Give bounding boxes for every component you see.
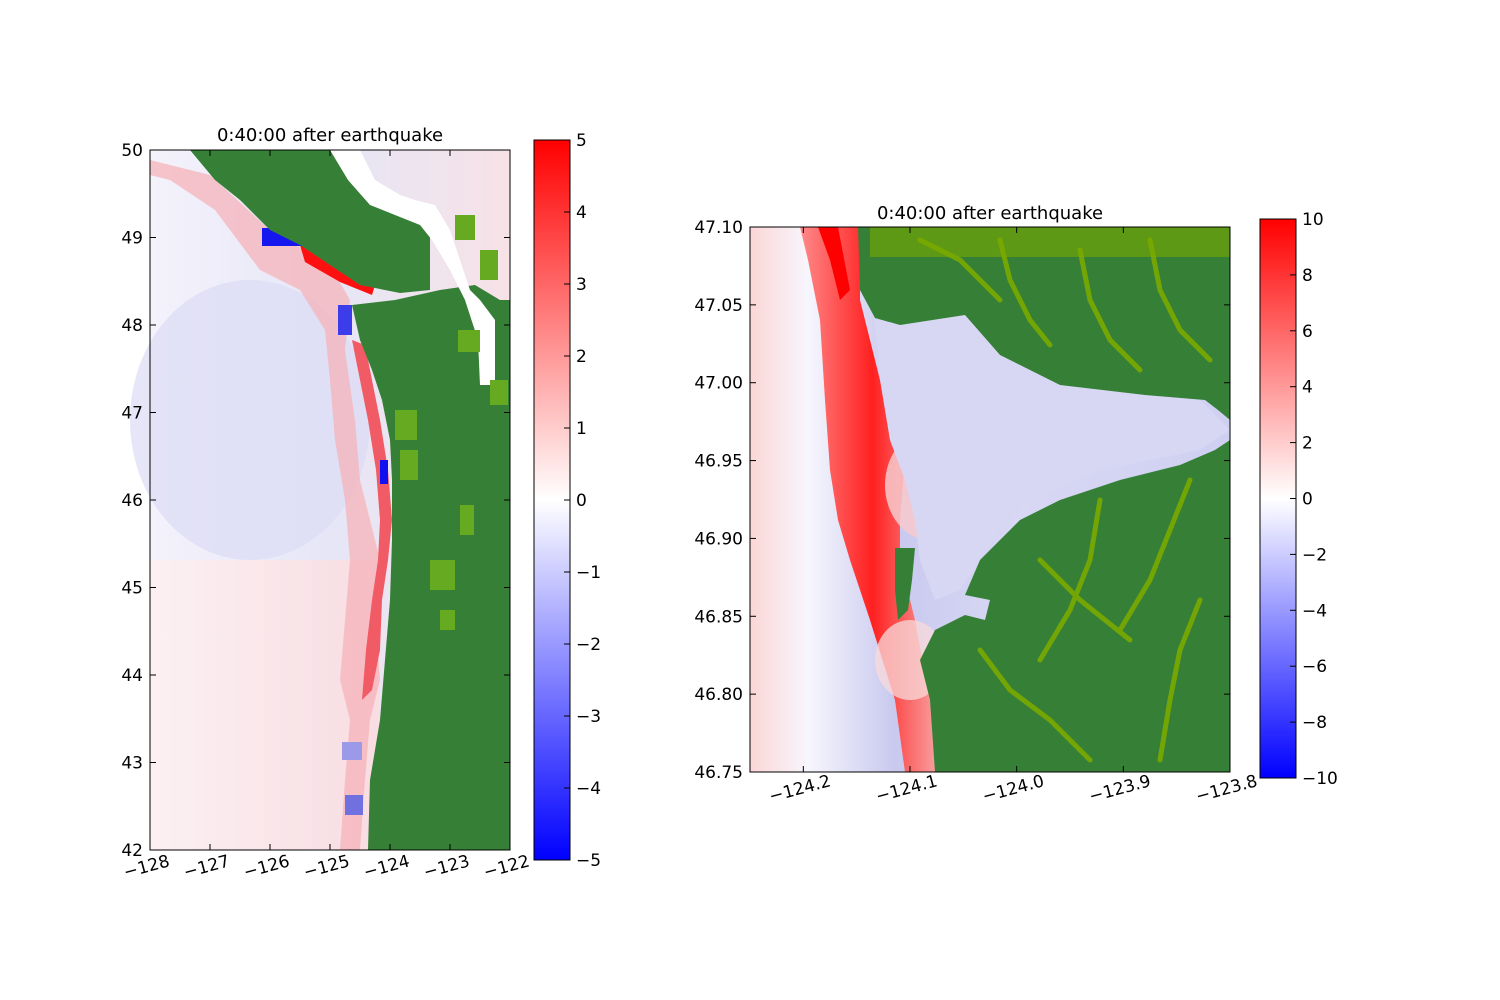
right-y-tick-label: 46.85 [694,607,743,627]
right-colorbar-tick-label: −10 [1302,769,1338,789]
left-colorbar-tick-label: 1 [576,419,587,439]
right-colorbar-tick-label: 6 [1302,322,1313,342]
left-y-tick-label: 44 [121,666,143,686]
left-map-panel: −128 −127 −126 −125 −124 −123 −122 42434445464… [121,125,601,883]
right-x-tick-label: −124.1 [874,771,940,807]
right-colorbar-tick-label: −8 [1302,713,1327,733]
right-y-tick-label: 46.75 [694,763,743,783]
left-y-tick-label: 42 [121,841,143,861]
left-colorbar-tick-label: 5 [576,131,587,151]
right-peak-wave-band [818,227,850,300]
left-x-tick-label: −126 [242,851,292,882]
left-x-tick-label: −124 [362,851,412,882]
left-colorbar-tick-label: 3 [576,275,587,295]
left-land-mainland [352,150,510,850]
right-plot-frame [749,226,1231,773]
right-colorbar-tick-label: 2 [1302,434,1313,454]
left-y-tick-label: 47 [121,404,143,424]
left-lowland-patches [395,215,508,630]
right-lowland-belt [870,227,1230,257]
right-y-tick-label: 47.05 [694,296,743,316]
left-y-tick-label: 48 [121,316,143,336]
left-colorbar-tick-label: −5 [576,851,601,871]
left-negative-dome [130,280,370,560]
left-land-vancouver-island [190,150,430,293]
right-land-north [858,227,1230,420]
left-colorbar-tick-label: 4 [576,203,587,223]
left-blue-patch-south [342,742,362,760]
left-blue-patch-coast [380,460,388,484]
right-colorbar-tick-label: 4 [1302,378,1313,398]
right-y-tick-label: 46.80 [694,685,743,705]
left-colorbar-tick-label: −3 [576,707,601,727]
right-y-tick-label: 47.00 [694,374,743,394]
left-colorbar-tick-label: −4 [576,779,601,799]
right-colorbar-tick-label: 0 [1302,490,1313,510]
left-leading-wave-front [150,160,380,850]
right-chart-title: 0:40:00 after earthquake [877,203,1103,224]
right-bay-water [875,310,1230,600]
right-land-south [920,440,1230,772]
right-x-tick-label: −123.9 [1087,771,1153,807]
left-y-tick-label: 49 [121,229,143,249]
left-x-tick-label: −125 [302,851,352,882]
left-x-tick-label: −123 [422,851,472,882]
left-y-tick-label: 43 [121,754,143,774]
left-x-tick-label: −127 [182,851,232,882]
right-x-tick-label: −124.2 [767,771,833,807]
left-colorbar-tick-label: −2 [576,635,601,655]
left-blue-patch-south2 [345,795,363,815]
left-colorbar-tick-label: −1 [576,563,601,583]
right-map-field [750,227,1230,772]
left-puget-sound [330,150,495,385]
left-y-tick-label: 50 [121,141,143,161]
left-southern-positive-band [150,560,380,850]
left-y-tick-label: 46 [121,491,143,511]
left-chart-title: 0:40:00 after earthquake [217,125,443,146]
right-colorbar-tick-label: −4 [1302,601,1327,621]
right-map-panel: −124.2 −124.1 −124.0 −123.9 −123.8 46.75 46.8… [694,203,1338,807]
right-colorbar-tick-label: −2 [1302,545,1327,565]
left-coastal-red-streak [352,340,392,700]
right-colorbar-tick-label: 8 [1302,266,1313,286]
right-x-tick-label: −124.0 [980,771,1046,807]
left-blue-patch-strait [338,305,352,335]
right-colorbar-tick-label: 10 [1302,210,1324,230]
right-x-tick-label: −123.8 [1194,771,1260,807]
left-map-field [130,150,510,850]
right-colorbar-tick-label: −6 [1302,657,1327,677]
right-lowland-terrain [917,237,1213,763]
right-spit [895,548,915,620]
right-y-tick-label: 46.95 [694,452,743,472]
right-y-tick-label: 46.90 [694,529,743,549]
left-colorbar-tick-label: 2 [576,347,587,367]
left-y-tick-label: 45 [121,579,143,599]
right-y-tick-label: 47.10 [694,218,743,238]
left-x-tick-label: −122 [482,851,532,882]
left-colorbar-tick-label: 0 [576,491,587,511]
